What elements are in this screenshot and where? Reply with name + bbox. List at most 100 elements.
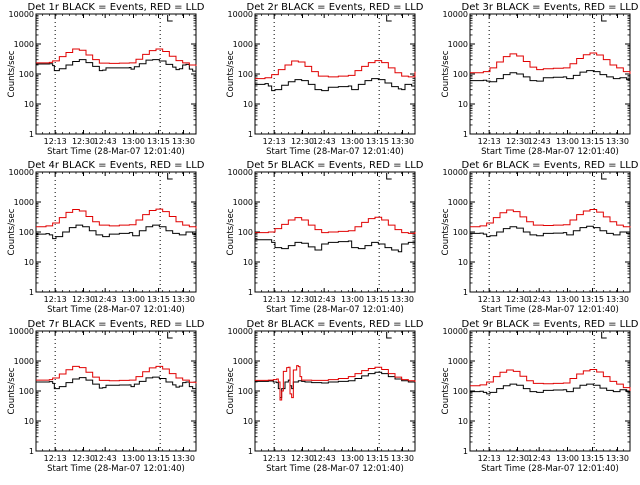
x-axis-label: Start Time (28-Mar-07 12:01:40) — [481, 305, 619, 315]
y-axis-label: Counts/sec — [226, 367, 236, 414]
chart-panel-3: Det 3r BLACK = Events, RED = LLD 1 10 100 10… — [441, 2, 639, 157]
y-tick-label: 100 — [453, 70, 468, 79]
y-tick-label: 100 — [238, 228, 253, 237]
y-axis-label: Counts/sec — [7, 367, 17, 414]
y-tick-label: 1 — [463, 130, 468, 139]
chart-panel-6: Det 6r BLACK = Events, RED = LLD 1 10 100 10… — [441, 160, 639, 315]
y-axis-label: Counts/sec — [226, 50, 236, 97]
y-tick-label: 1 — [248, 130, 253, 139]
x-tick-label: 12:13 — [263, 295, 286, 304]
x-tick-label: 12:30 — [72, 137, 95, 146]
plot-frame — [254, 13, 416, 135]
x-tick-label: 13:30 — [606, 137, 629, 146]
y-tick-label: 10000 — [228, 327, 253, 336]
x-tick-label: 13:30 — [172, 295, 195, 304]
series-events-line — [36, 224, 197, 240]
series-events-line — [255, 239, 416, 253]
bracket-mark — [167, 332, 173, 339]
series-lld-line — [255, 60, 416, 80]
chart-title: Det 4r BLACK = Events, RED = LLD — [28, 160, 205, 171]
x-axis-label: Start Time (28-Mar-07 12:01:40) — [47, 305, 185, 315]
series-lld-line — [470, 209, 631, 228]
y-tick-label: 10000 — [9, 327, 34, 336]
x-tick-label: 12:13 — [478, 454, 501, 463]
x-tick-label: 13:00 — [556, 454, 579, 463]
y-tick-label: 10 — [243, 417, 253, 426]
y-axis-label: Counts/sec — [226, 208, 236, 255]
x-tick-label: 13:30 — [391, 454, 414, 463]
series-events-line — [470, 225, 631, 238]
x-tick-label: 12:13 — [478, 137, 501, 146]
y-tick-label: 10000 — [228, 168, 253, 177]
x-tick-label: 12:30 — [506, 137, 529, 146]
series-lld-line — [36, 208, 197, 229]
x-tick-label: 12:43 — [528, 454, 551, 463]
x-tick-label: 13:00 — [341, 295, 364, 304]
y-tick-label: 10 — [24, 417, 34, 426]
chart-title: Det 3r BLACK = Events, RED = LLD — [462, 2, 639, 13]
y-tick-label: 10000 — [443, 10, 468, 19]
y-tick-label: 1000 — [14, 357, 34, 366]
y-axis-label: Counts/sec — [441, 208, 451, 255]
y-tick-label: 100 — [19, 387, 34, 396]
plot-frame — [35, 171, 197, 293]
bracket-mark — [601, 15, 607, 22]
x-tick-label: 13:15 — [366, 295, 389, 304]
x-tick-label: 13:15 — [147, 454, 170, 463]
y-axis-label: Counts/sec — [441, 367, 451, 414]
y-tick-label: 1 — [463, 447, 468, 456]
y-tick-label: 10000 — [9, 168, 34, 177]
chart-panel-8: Det 8r BLACK = Events, RED = LLD 1 10 100 10… — [226, 319, 424, 474]
x-tick-label: 12:13 — [263, 454, 286, 463]
x-tick-label: 12:43 — [528, 137, 551, 146]
y-tick-label: 1 — [29, 447, 34, 456]
x-tick-label: 13:00 — [122, 137, 145, 146]
x-axis-label: Start Time (28-Mar-07 12:01:40) — [266, 147, 404, 157]
y-tick-label: 10 — [24, 258, 34, 267]
y-tick-label: 1000 — [448, 357, 468, 366]
y-tick-label: 10 — [458, 258, 468, 267]
bracket-mark — [386, 173, 392, 180]
x-tick-label: 13:15 — [366, 137, 389, 146]
bracket-mark — [386, 15, 392, 22]
series-lld-line — [255, 216, 416, 234]
x-tick-label: 12:30 — [72, 454, 95, 463]
x-tick-label: 12:43 — [528, 295, 551, 304]
bracket-mark — [167, 15, 173, 22]
x-tick-label: 12:43 — [313, 454, 336, 463]
y-tick-label: 10000 — [228, 10, 253, 19]
x-tick-label: 13:30 — [391, 295, 414, 304]
x-tick-label: 13:00 — [341, 137, 364, 146]
x-tick-label: 13:30 — [391, 137, 414, 146]
x-tick-label: 12:43 — [94, 454, 117, 463]
x-tick-label: 13:15 — [366, 454, 389, 463]
y-tick-label: 10 — [243, 100, 253, 109]
x-tick-label: 12:13 — [44, 295, 67, 304]
x-tick-label: 13:00 — [556, 295, 579, 304]
chart-title: Det 9r BLACK = Events, RED = LLD — [462, 319, 639, 330]
y-tick-label: 1 — [248, 447, 253, 456]
x-tick-label: 12:30 — [72, 295, 95, 304]
chart-title: Det 2r BLACK = Events, RED = LLD — [247, 2, 424, 13]
x-tick-label: 13:00 — [556, 137, 579, 146]
x-tick-label: 13:30 — [172, 137, 195, 146]
y-tick-label: 1000 — [233, 357, 253, 366]
bracket-mark — [601, 173, 607, 180]
x-tick-label: 12:30 — [506, 295, 529, 304]
plot-frame — [469, 13, 631, 135]
bracket-mark — [167, 173, 173, 180]
x-tick-label: 13:15 — [147, 295, 170, 304]
chart-panel-1: Det 1r BLACK = Events, RED = LLD 1 10 100 10… — [7, 2, 205, 157]
y-tick-label: 100 — [238, 387, 253, 396]
x-tick-label: 12:30 — [291, 295, 314, 304]
x-tick-label: 12:30 — [506, 454, 529, 463]
series-lld-line — [470, 52, 631, 74]
x-tick-label: 13:15 — [147, 137, 170, 146]
x-axis-label: Start Time (28-Mar-07 12:01:40) — [266, 305, 404, 315]
x-tick-label: 12:13 — [478, 295, 501, 304]
series-events-line — [36, 59, 197, 72]
bracket-mark — [386, 332, 392, 339]
y-axis-label: Counts/sec — [7, 50, 17, 97]
y-tick-label: 10000 — [443, 168, 468, 177]
